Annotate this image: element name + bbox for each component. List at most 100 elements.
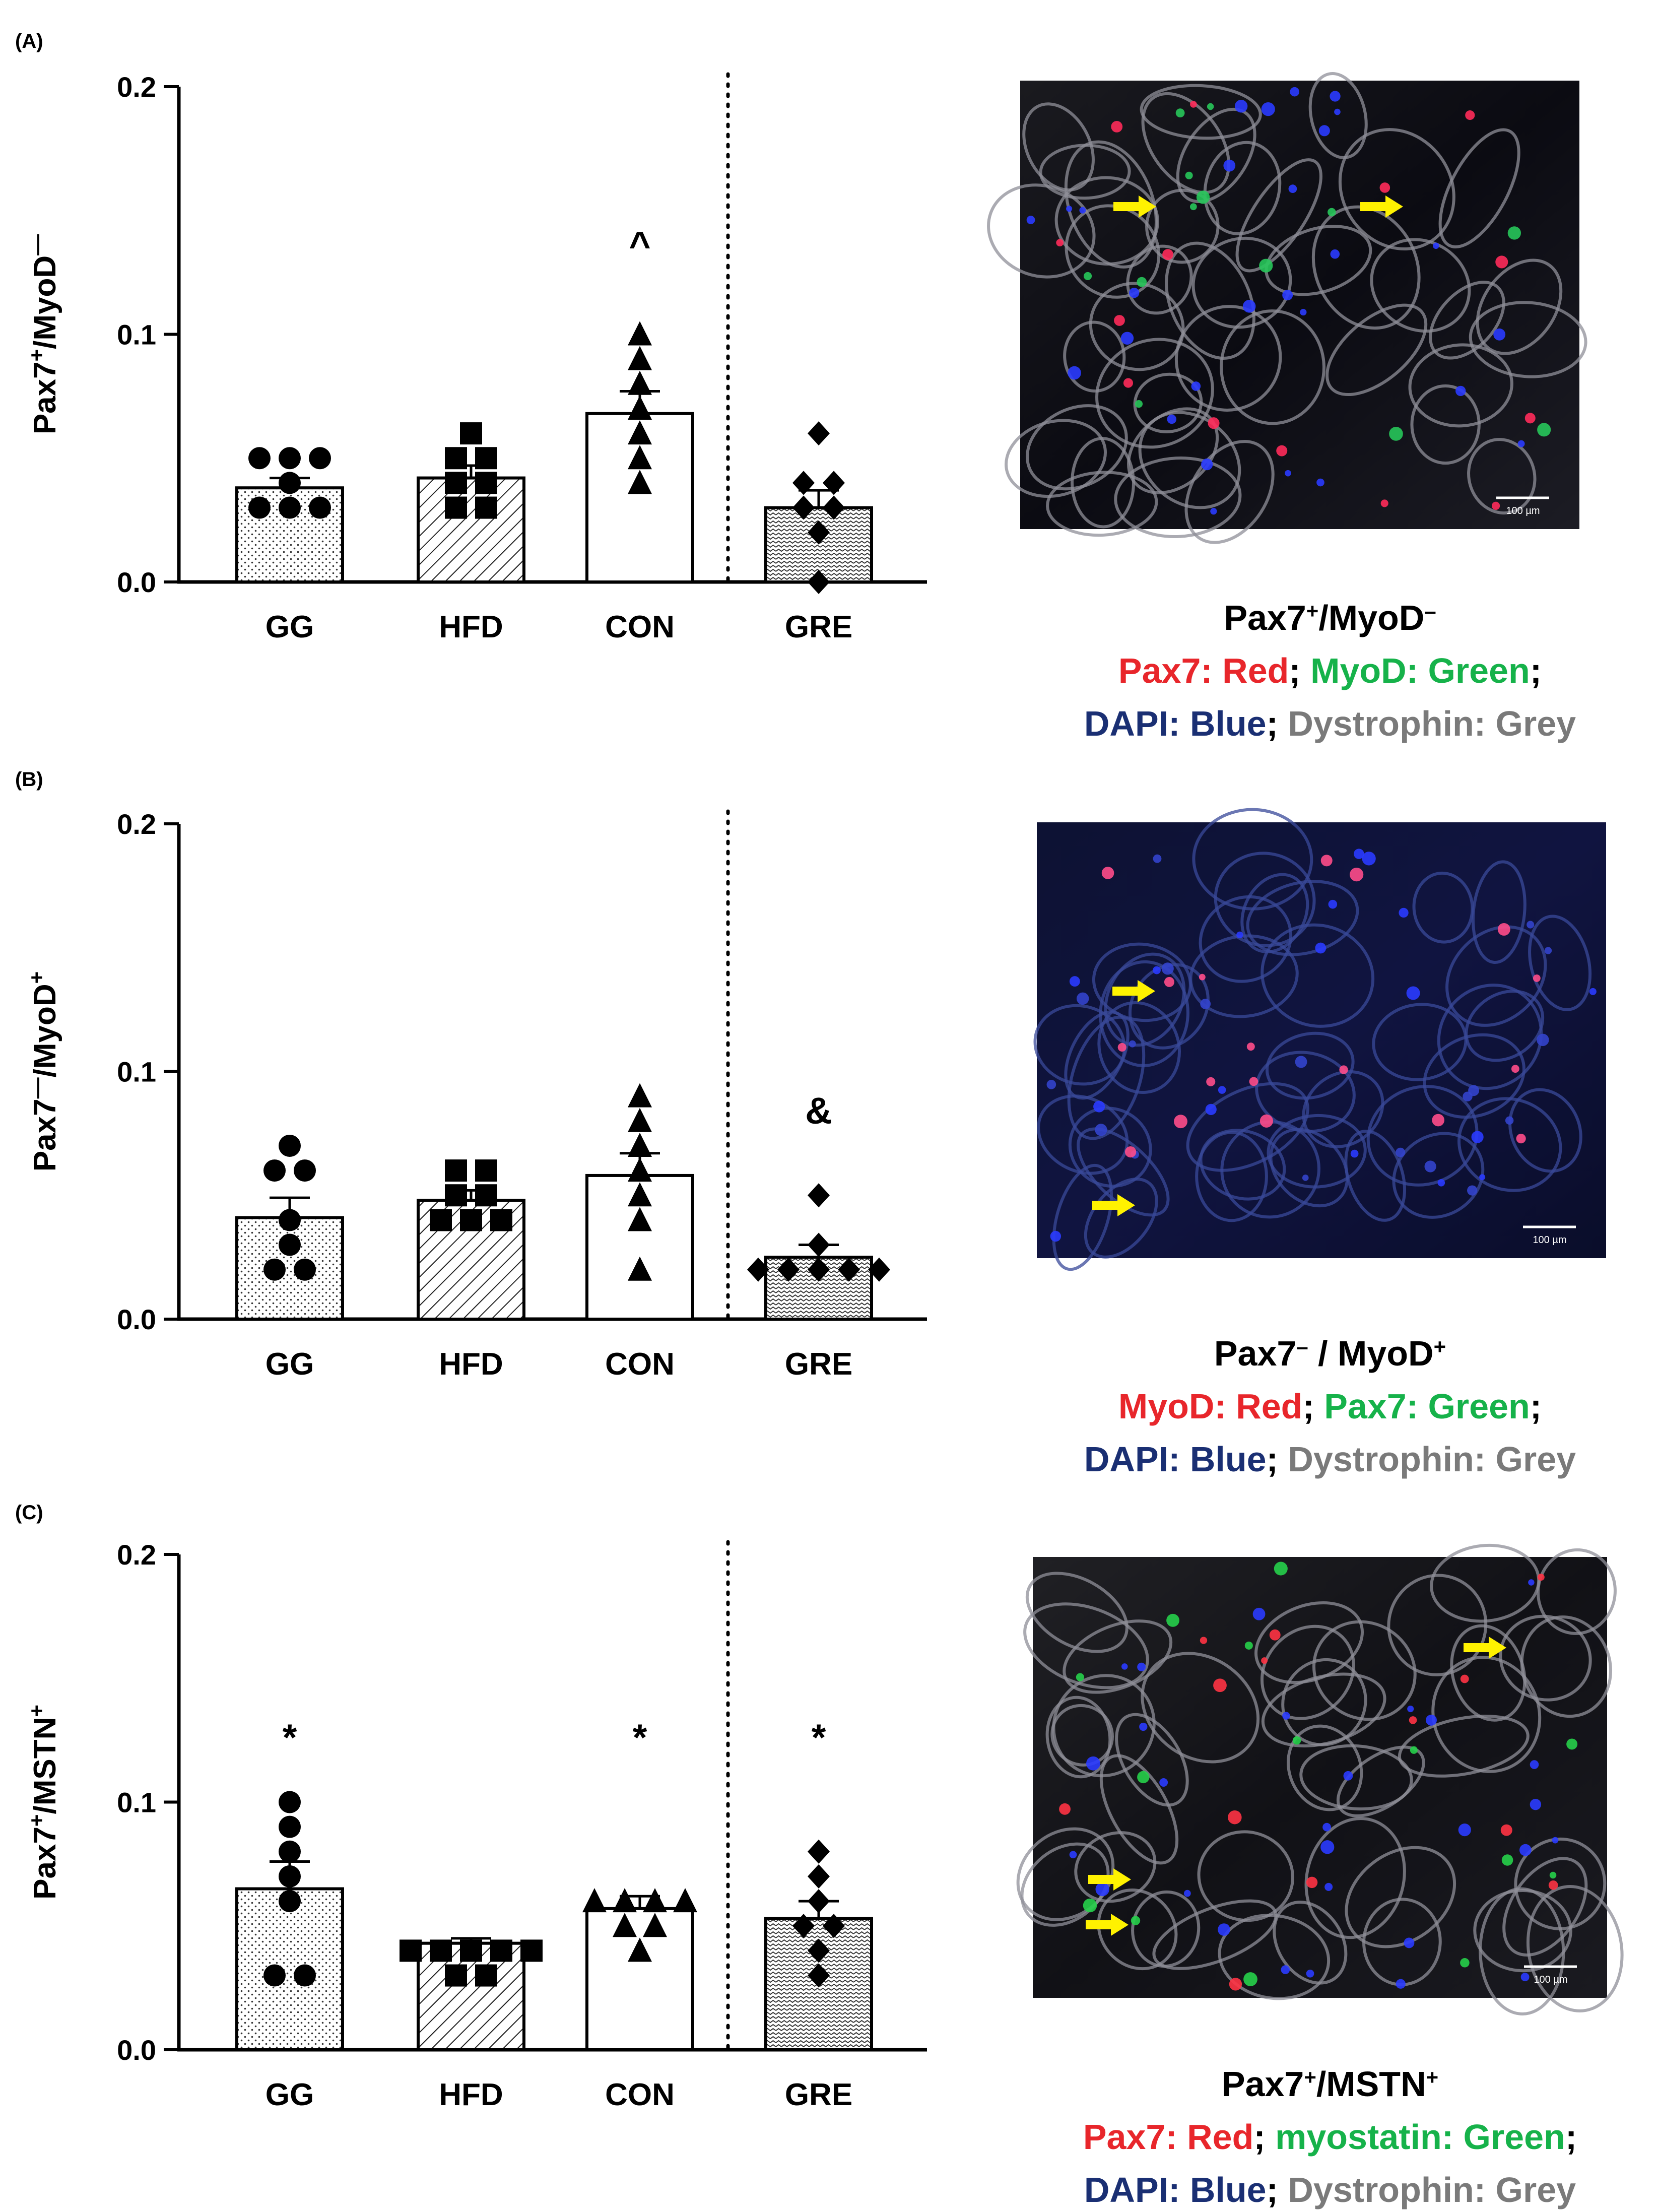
data-point [294, 1159, 316, 1182]
caption-segment: myostatin: Green [1275, 2117, 1565, 2157]
yellow-arrow-icon [1360, 196, 1403, 218]
data-point [279, 1840, 301, 1863]
y-label-main: Pax7 [28, 1098, 62, 1172]
nucleus [1505, 1116, 1514, 1125]
y-label-sup: + [25, 971, 48, 984]
significance-marker: * [812, 1717, 826, 1759]
nucleus [1306, 1876, 1318, 1889]
nucleus [1537, 423, 1551, 437]
nucleus [1079, 207, 1086, 214]
data-point [445, 1184, 467, 1207]
caption-segment: MyoD: Red [1118, 1387, 1303, 1426]
y-label-mid: /MSTN [28, 1717, 62, 1814]
muscle-fiber [1220, 1120, 1320, 1219]
nucleus [1059, 1803, 1071, 1815]
nucleus [1261, 1657, 1268, 1664]
data-point [445, 1159, 467, 1182]
muscle-fiber [1412, 871, 1474, 944]
category-label: GG [266, 2077, 314, 2112]
data-point [279, 472, 301, 494]
muscle-fiber [1240, 873, 1309, 954]
nucleus [1407, 1705, 1414, 1713]
y-label-sup: + [25, 349, 48, 362]
category-label: GRE [785, 2077, 852, 2112]
muscle-fiber [1267, 1114, 1367, 1189]
nucleus [1404, 1937, 1415, 1948]
data-point [582, 1888, 607, 1913]
nucleus [1300, 308, 1307, 316]
scale-bar-label: 100 µm [1534, 1974, 1567, 1985]
scale-bar-label: 100 µm [1506, 505, 1540, 516]
nucleus [1507, 226, 1521, 240]
muscle-fiber [1429, 281, 1505, 360]
nucleus [1218, 1923, 1230, 1936]
yellow-arrow-icon [1086, 1914, 1129, 1936]
nucleus [1026, 216, 1035, 224]
nucleus [1123, 378, 1134, 388]
nucleus [1552, 1837, 1559, 1844]
nucleus [1137, 1771, 1150, 1784]
muscle-fiber [1023, 1602, 1149, 1689]
category-label: GG [266, 610, 314, 644]
yellow-arrow-icon [1464, 1637, 1506, 1659]
nucleus [1516, 1134, 1526, 1144]
data-point [792, 495, 815, 520]
caption-segment: DAPI: Blue [1084, 1440, 1267, 1479]
nucleus [1153, 966, 1161, 974]
nucleus [1125, 1146, 1137, 1158]
y-axis-label: Pax7+/MSTN+ [25, 1705, 63, 1900]
muscle-fiber [1304, 1817, 1406, 1939]
muscle-fiber [1526, 1885, 1624, 2012]
muscle-fiber [1536, 1548, 1617, 1635]
nucleus [1201, 458, 1213, 471]
muscle-fiber [1408, 343, 1513, 428]
muscle-fiber [1045, 1696, 1112, 1779]
nucleus [1228, 1810, 1242, 1825]
nucleus [1129, 287, 1140, 298]
nucleus [1199, 973, 1206, 981]
y-tick-label: 0.2 [117, 1539, 156, 1571]
data-point [279, 496, 301, 519]
data-point [520, 1939, 543, 1962]
muscle-fiber [1141, 92, 1231, 194]
legend-caption: Pax7+/MyoD–Pax7: Red; MyoD: Green;DAPI: … [1084, 598, 1576, 743]
muscle-fiber [1387, 1574, 1488, 1676]
nucleus [1218, 1086, 1226, 1094]
nucleus [1281, 1965, 1290, 1974]
data-point [279, 447, 301, 470]
category-label: GRE [785, 1347, 852, 1382]
nucleus [1243, 1972, 1257, 1986]
nucleus [1410, 1746, 1418, 1754]
nucleus [1350, 1149, 1359, 1158]
nucleus [1200, 998, 1211, 1009]
muscle-fiber [1269, 1128, 1349, 1208]
muscle-fiber [1246, 880, 1359, 956]
data-point [808, 1839, 830, 1864]
muscle-fiber [1067, 1015, 1146, 1140]
caption-segment: Pax7: Red [1083, 2117, 1253, 2157]
muscle-fiber-outlines [1033, 808, 1592, 1271]
muscle-fiber [1184, 440, 1275, 544]
muscle-fiber [1141, 1652, 1260, 1764]
caption-line: DAPI: Blue; Dystrophin: Grey [1084, 1440, 1576, 1479]
data-point [628, 370, 652, 395]
data-point [445, 472, 467, 494]
nucleus [1166, 1613, 1179, 1627]
data-point [808, 1257, 830, 1282]
data-point [628, 1083, 652, 1108]
y-label-sup: — [25, 234, 48, 255]
nucleus [1114, 315, 1125, 326]
nucleus [1120, 332, 1134, 345]
data-point [628, 470, 652, 494]
caption-title-sup: + [1434, 1335, 1446, 1358]
data-point [628, 1256, 652, 1281]
nucleus [1259, 258, 1273, 273]
nucleus [1095, 1882, 1109, 1897]
nucleus [1189, 203, 1197, 211]
nucleus [1350, 868, 1364, 882]
data-point [628, 1157, 652, 1182]
data-point [643, 1913, 667, 1937]
nucleus [1533, 974, 1541, 982]
